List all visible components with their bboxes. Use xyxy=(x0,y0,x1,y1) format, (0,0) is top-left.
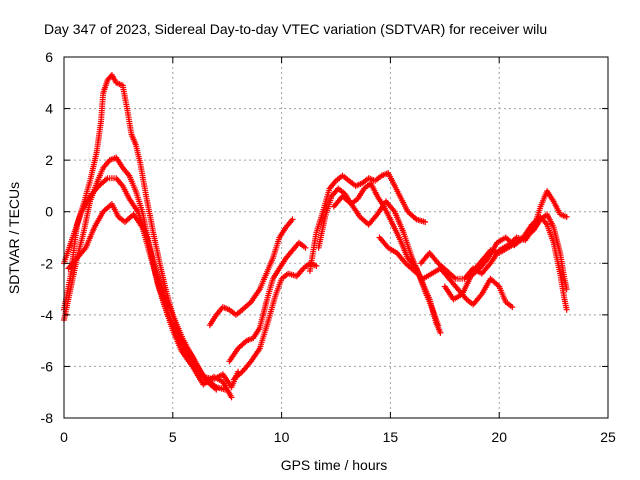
series-arc-5 xyxy=(206,216,296,329)
data-markers xyxy=(330,193,444,336)
x-tick-label: 25 xyxy=(600,429,616,445)
series-arc-9 xyxy=(315,180,442,329)
series-arc-6 xyxy=(226,239,309,365)
data-markers xyxy=(61,72,242,391)
data-markers xyxy=(376,234,516,311)
data-markers xyxy=(315,180,442,329)
x-tick-label: 20 xyxy=(491,429,507,445)
series-arc-14 xyxy=(470,211,570,293)
data-markers xyxy=(65,201,220,393)
y-tick-label: -2 xyxy=(41,255,54,271)
chart-title: Day 347 of 2023, Sidereal Day-to-day VTE… xyxy=(44,21,547,37)
series-arc-3 xyxy=(61,175,228,393)
data-markers xyxy=(470,211,570,293)
data-points xyxy=(61,72,570,401)
y-tick-label: -8 xyxy=(41,410,54,426)
x-tick-label: 0 xyxy=(60,429,68,445)
data-markers xyxy=(226,239,309,365)
y-tick-label: 0 xyxy=(45,204,53,220)
y-axis-label: SDTVAR / TECUs xyxy=(6,182,22,294)
x-tick-label: 5 xyxy=(169,429,177,445)
series-arc-12 xyxy=(417,188,570,282)
series-arc-1 xyxy=(61,72,242,391)
series-arc-7 xyxy=(230,260,320,383)
y-tick-label: -4 xyxy=(41,307,54,323)
y-axis-ticks: -8 -6 -4 -2 0 2 4 6 xyxy=(41,49,608,426)
series-arc-4 xyxy=(65,201,220,393)
data-markers xyxy=(306,170,429,274)
y-tick-label: -6 xyxy=(41,358,54,374)
series-arc-11 xyxy=(376,234,516,311)
series-arc-8 xyxy=(306,170,429,274)
x-axis-ticks: 0 5 10 15 20 25 xyxy=(60,57,616,445)
x-tick-label: 15 xyxy=(383,429,399,445)
data-markers xyxy=(417,188,570,282)
series-arc-13 xyxy=(441,213,570,313)
y-tick-label: 4 xyxy=(45,101,53,117)
y-tick-label: 2 xyxy=(45,152,53,168)
y-tick-label: 6 xyxy=(45,49,53,65)
x-tick-label: 10 xyxy=(274,429,290,445)
plot-frame xyxy=(63,56,609,419)
x-axis-label: GPS time / hours xyxy=(281,457,388,473)
data-markers xyxy=(230,260,320,383)
data-markers xyxy=(206,216,296,329)
data-markers xyxy=(61,175,228,393)
series-arc-10 xyxy=(330,193,444,336)
data-markers xyxy=(441,213,570,313)
